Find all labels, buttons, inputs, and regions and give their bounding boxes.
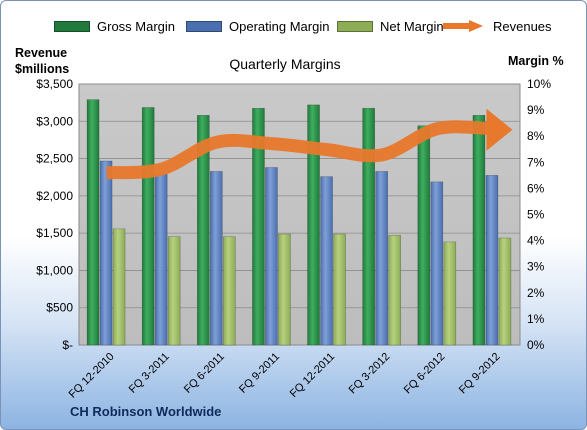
legend-operating-label: Operating Margin [229,18,330,34]
legend-revenue-label: Revenues [493,18,552,34]
bar-gross-margin [252,107,265,346]
chart-title: Quarterly Margins [229,56,341,72]
category-label: FQ 12-2010 [67,351,117,401]
right-tick-label: 2% [527,286,545,300]
bar-net-margin [112,228,126,346]
legend-gross-margin: Gross Margin [54,18,175,34]
legend-gross-swatch [54,20,90,32]
right-tick-label: 9% [527,103,545,117]
legend-gross-label: Gross Margin [97,18,176,34]
category-label: FQ 6-2012 [402,351,448,397]
left-axis-title-line2: $millions [15,62,70,76]
right-tick-label: 6% [527,181,545,195]
left-tick-label: $2,500 [36,152,73,166]
bar-gross-margin [307,104,320,346]
bar-operating-margin [99,160,113,346]
bar-gross-margin [417,125,431,346]
category-label: FQ 12-2011 [288,351,337,400]
bar-net-margin [278,233,291,346]
bar-net-margin [223,236,236,346]
right-tick-label: 8% [527,129,545,143]
company-name: CH Robinson Worldwide [70,404,222,419]
bar-net-margin [498,237,512,346]
category-label: FQ 9-2011 [237,351,282,396]
legend-net-swatch [337,20,373,32]
category-label: FQ 6-2011 [182,351,227,396]
revenue-arrowhead [486,108,513,151]
right-axis-title: Margin % [508,54,564,68]
left-tick-label: $3,000 [36,114,73,128]
bar-gross-margin [362,107,375,346]
bar-net-margin [167,236,181,346]
bar-operating-margin [210,171,223,346]
right-tick-label: 3% [527,260,545,274]
left-tick-label: $500 [46,301,73,315]
revenue-line [106,120,493,180]
legend-net-margin: Net Margin [337,18,444,34]
legend-operating-margin: Operating Margin [186,18,329,34]
bar-operating-margin [485,175,499,346]
bar-net-margin [388,235,401,346]
left-tick-label: $1,000 [36,263,73,277]
bar-net-margin [333,233,346,346]
bar-gross-margin [86,99,100,346]
bar-gross-margin [472,115,486,346]
category-label: FQ 9-2012 [457,351,503,397]
left-tick-label: $1,500 [36,226,73,240]
left-axis-title-line1: Revenue [15,46,68,60]
bar-operating-margin [154,173,168,346]
legend-net-label: Net Margin [380,18,444,34]
left-tick-label: $3,500 [36,77,73,91]
right-tick-label: 1% [527,312,545,326]
right-tick-label: 10% [527,77,551,91]
category-label: FQ 3-2012 [347,351,393,397]
right-tick-label: 7% [527,155,545,169]
left-tick-label: $- [62,338,73,352]
legend-revenues: Revenues [441,18,552,34]
right-tick-label: 4% [527,234,545,248]
right-tick-label: 5% [527,208,545,222]
bar-operating-margin [375,171,388,346]
left-tick-label: $2,000 [36,189,73,203]
legend-operating-swatch [186,20,222,32]
bar-net-margin [443,241,457,346]
bar-operating-margin [265,167,278,346]
bar-operating-margin [430,181,444,346]
category-label: FQ 3-2011 [127,351,172,396]
bar-gross-margin [141,107,155,346]
bar-gross-margin [197,115,210,346]
right-tick-label: 0% [527,338,545,352]
legend-revenue-arrow-icon [443,20,483,32]
bar-operating-margin [320,176,333,346]
